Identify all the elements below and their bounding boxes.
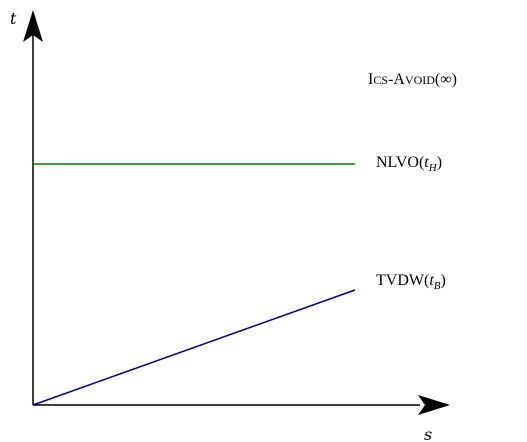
tvdw-label-part-3: ) [441, 272, 446, 289]
t-axis-label: t [10, 9, 17, 28]
nlvo-label-part-0: NLVO( [376, 154, 424, 171]
ics-avoid-label-part-3: VOID [405, 73, 435, 87]
tvdw-label-part-0: TVDW( [376, 272, 429, 289]
tvdw-line [32, 289, 356, 406]
ics-avoid-label-part-5: ∞ [440, 71, 451, 88]
nlvo-label-part-3: ) [437, 154, 442, 171]
ics-avoid-label-part-1: CS [373, 73, 388, 87]
nlvo-label: NLVO(tH) [376, 154, 442, 174]
ics-avoid-label-part-0: I [368, 71, 373, 88]
ics-avoid-label-part-2: -A [388, 71, 405, 88]
ics-avoid-label: ICS-AVOID(∞) [368, 71, 457, 88]
tvdw-label-part-1: t [429, 272, 434, 289]
s-axis-label: s [424, 425, 432, 442]
nlvo-label-part-1: t [424, 154, 429, 171]
t-axis-arrowhead [23, 10, 43, 42]
s-axis-arrowhead [418, 395, 450, 415]
tvdw-label-part-2: B [434, 280, 441, 292]
ics-avoid-label-part-6: ) [452, 71, 457, 88]
ics-avoid-label-part-4: ( [435, 71, 440, 88]
nlvo-label-part-2: H [428, 162, 438, 174]
tvdw-label: TVDW(tB) [376, 272, 446, 292]
